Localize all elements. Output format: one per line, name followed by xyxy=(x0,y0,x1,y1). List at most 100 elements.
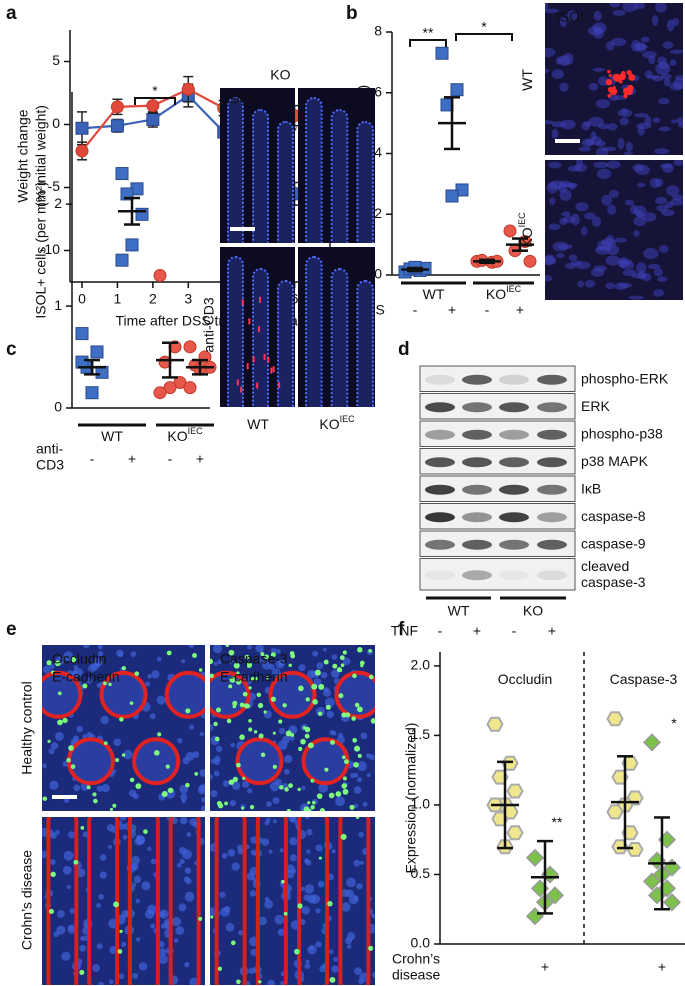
nucleus xyxy=(331,965,339,973)
treatment-label: TNF xyxy=(391,623,418,639)
category-label: + xyxy=(516,302,524,318)
signal xyxy=(239,734,245,740)
signal xyxy=(228,649,235,656)
signal xyxy=(57,691,62,696)
y-tick-label: -5 xyxy=(48,178,61,194)
nucleus xyxy=(147,904,157,915)
signal xyxy=(330,739,335,745)
signal xyxy=(302,726,306,730)
nucleus xyxy=(184,891,195,902)
x-tick-label: 1 xyxy=(114,291,122,307)
nucleus xyxy=(617,109,633,118)
x-tick-label: 0 xyxy=(78,291,86,307)
nucleus xyxy=(672,78,683,90)
nucleus xyxy=(628,295,644,300)
signal xyxy=(335,791,342,797)
band xyxy=(462,429,492,440)
nucleus xyxy=(331,669,340,678)
nucleus xyxy=(605,255,621,266)
nucleus xyxy=(315,844,323,852)
nucleus xyxy=(635,262,647,274)
band xyxy=(462,374,492,385)
nucleus xyxy=(317,880,325,888)
nucleus xyxy=(179,817,188,825)
signal xyxy=(161,791,168,797)
nucleus xyxy=(181,659,186,664)
y-tick-label: 2 xyxy=(54,195,62,211)
nucleus xyxy=(210,774,213,780)
band xyxy=(462,512,492,523)
nucleus xyxy=(649,178,661,189)
signal xyxy=(342,776,347,781)
error-bar xyxy=(537,839,553,915)
nucleus xyxy=(219,891,226,898)
category-label: - xyxy=(90,451,95,467)
signal xyxy=(351,716,356,721)
signal xyxy=(236,679,242,685)
signal xyxy=(250,677,254,681)
nucleus xyxy=(50,742,59,750)
signal xyxy=(298,685,304,692)
marker xyxy=(85,386,99,400)
nucleus xyxy=(634,113,649,118)
signal xyxy=(357,753,362,758)
signal xyxy=(253,730,258,734)
signal xyxy=(352,673,357,679)
signal xyxy=(236,379,239,386)
nucleus xyxy=(85,677,93,684)
nucleus xyxy=(261,838,270,847)
micrograph xyxy=(220,88,295,243)
marker xyxy=(523,254,537,268)
significance-bracket xyxy=(134,97,176,105)
nucleus xyxy=(99,871,107,879)
nucleus xyxy=(199,769,205,777)
row-label: anti-CD3 xyxy=(201,297,217,352)
nucleus xyxy=(56,925,66,935)
error-bar xyxy=(407,266,423,273)
nucleus xyxy=(612,9,626,16)
band xyxy=(537,570,567,581)
y-tick-label: 1.0 xyxy=(411,796,431,812)
signal xyxy=(304,726,311,733)
nucleus xyxy=(371,972,375,978)
nucleus xyxy=(42,763,47,769)
signal xyxy=(236,671,240,675)
nucleus xyxy=(588,82,599,91)
band xyxy=(425,570,455,581)
nucleus xyxy=(654,197,667,205)
signal xyxy=(305,697,310,702)
signal xyxy=(310,805,315,810)
nucleus xyxy=(617,137,625,150)
nucleus xyxy=(98,981,105,985)
nucleus xyxy=(264,899,274,909)
nucleus xyxy=(329,730,335,736)
nucleus xyxy=(289,837,298,846)
group-label: Occludin xyxy=(498,671,552,687)
nucleus xyxy=(250,849,257,856)
nucleus xyxy=(275,659,285,669)
nucleus xyxy=(593,161,609,169)
group-label-main: KO xyxy=(167,428,187,444)
signal xyxy=(229,676,236,683)
nucleus xyxy=(545,3,549,11)
crypt xyxy=(132,737,181,786)
band xyxy=(537,374,567,385)
band xyxy=(499,457,529,468)
signal xyxy=(359,660,365,666)
bracket xyxy=(455,33,513,41)
signal xyxy=(257,702,264,709)
nucleus xyxy=(566,10,578,21)
signal xyxy=(79,969,85,975)
nucleus xyxy=(186,832,192,837)
signal xyxy=(103,681,107,686)
nucleus xyxy=(624,199,635,206)
signal xyxy=(210,658,214,665)
signal xyxy=(216,707,222,713)
signal xyxy=(327,901,333,907)
micrograph xyxy=(42,645,205,811)
nucleus xyxy=(353,896,359,901)
nucleus xyxy=(136,834,141,840)
error-bar xyxy=(617,755,633,850)
nucleus xyxy=(49,780,59,790)
nucleus xyxy=(655,3,667,13)
